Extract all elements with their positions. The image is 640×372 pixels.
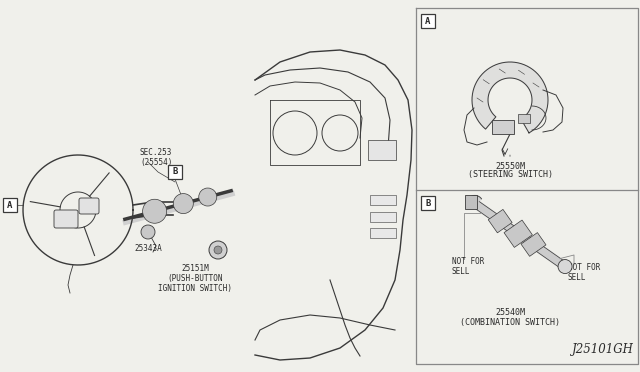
Circle shape	[558, 260, 572, 273]
Circle shape	[214, 246, 222, 254]
Circle shape	[199, 188, 217, 206]
Text: 25550M: 25550M	[495, 155, 525, 171]
Text: A: A	[7, 201, 13, 209]
Text: NOT FOR
SELL: NOT FOR SELL	[452, 257, 484, 276]
Text: (PUSH-BUTTON
IGNITION SWITCH): (PUSH-BUTTON IGNITION SWITCH)	[158, 274, 232, 294]
Text: 25151M: 25151M	[181, 264, 209, 273]
Text: B: B	[426, 199, 431, 208]
Bar	[488, 209, 512, 233]
Circle shape	[173, 193, 193, 214]
Bar	[518, 114, 530, 123]
Text: B: B	[172, 167, 178, 176]
Bar	[504, 220, 532, 247]
Text: (COMBINATION SWITCH): (COMBINATION SWITCH)	[460, 318, 560, 327]
Bar	[521, 232, 546, 256]
Bar	[3, 198, 17, 212]
Text: 25540M: 25540M	[495, 308, 525, 317]
Bar	[368, 140, 396, 160]
Bar	[370, 195, 396, 205]
Circle shape	[209, 241, 227, 259]
Circle shape	[141, 225, 155, 239]
Bar	[370, 228, 396, 238]
Bar	[370, 212, 396, 222]
Text: NOT FOR
SELL: NOT FOR SELL	[568, 263, 600, 282]
Text: J25101GH: J25101GH	[572, 343, 634, 356]
Bar	[168, 165, 182, 179]
Polygon shape	[472, 62, 548, 133]
Polygon shape	[473, 200, 567, 270]
Bar	[492, 120, 514, 134]
FancyBboxPatch shape	[54, 210, 78, 228]
Circle shape	[143, 199, 166, 223]
Text: SEC.253
(25554): SEC.253 (25554)	[140, 148, 172, 167]
Text: A: A	[426, 16, 431, 26]
Polygon shape	[467, 195, 481, 208]
Bar	[421, 14, 435, 28]
Text: 25343A: 25343A	[134, 244, 162, 253]
Text: (STEERING SWITCH): (STEERING SWITCH)	[467, 170, 552, 179]
FancyBboxPatch shape	[79, 198, 99, 214]
Bar	[421, 196, 435, 210]
Bar	[465, 195, 477, 209]
